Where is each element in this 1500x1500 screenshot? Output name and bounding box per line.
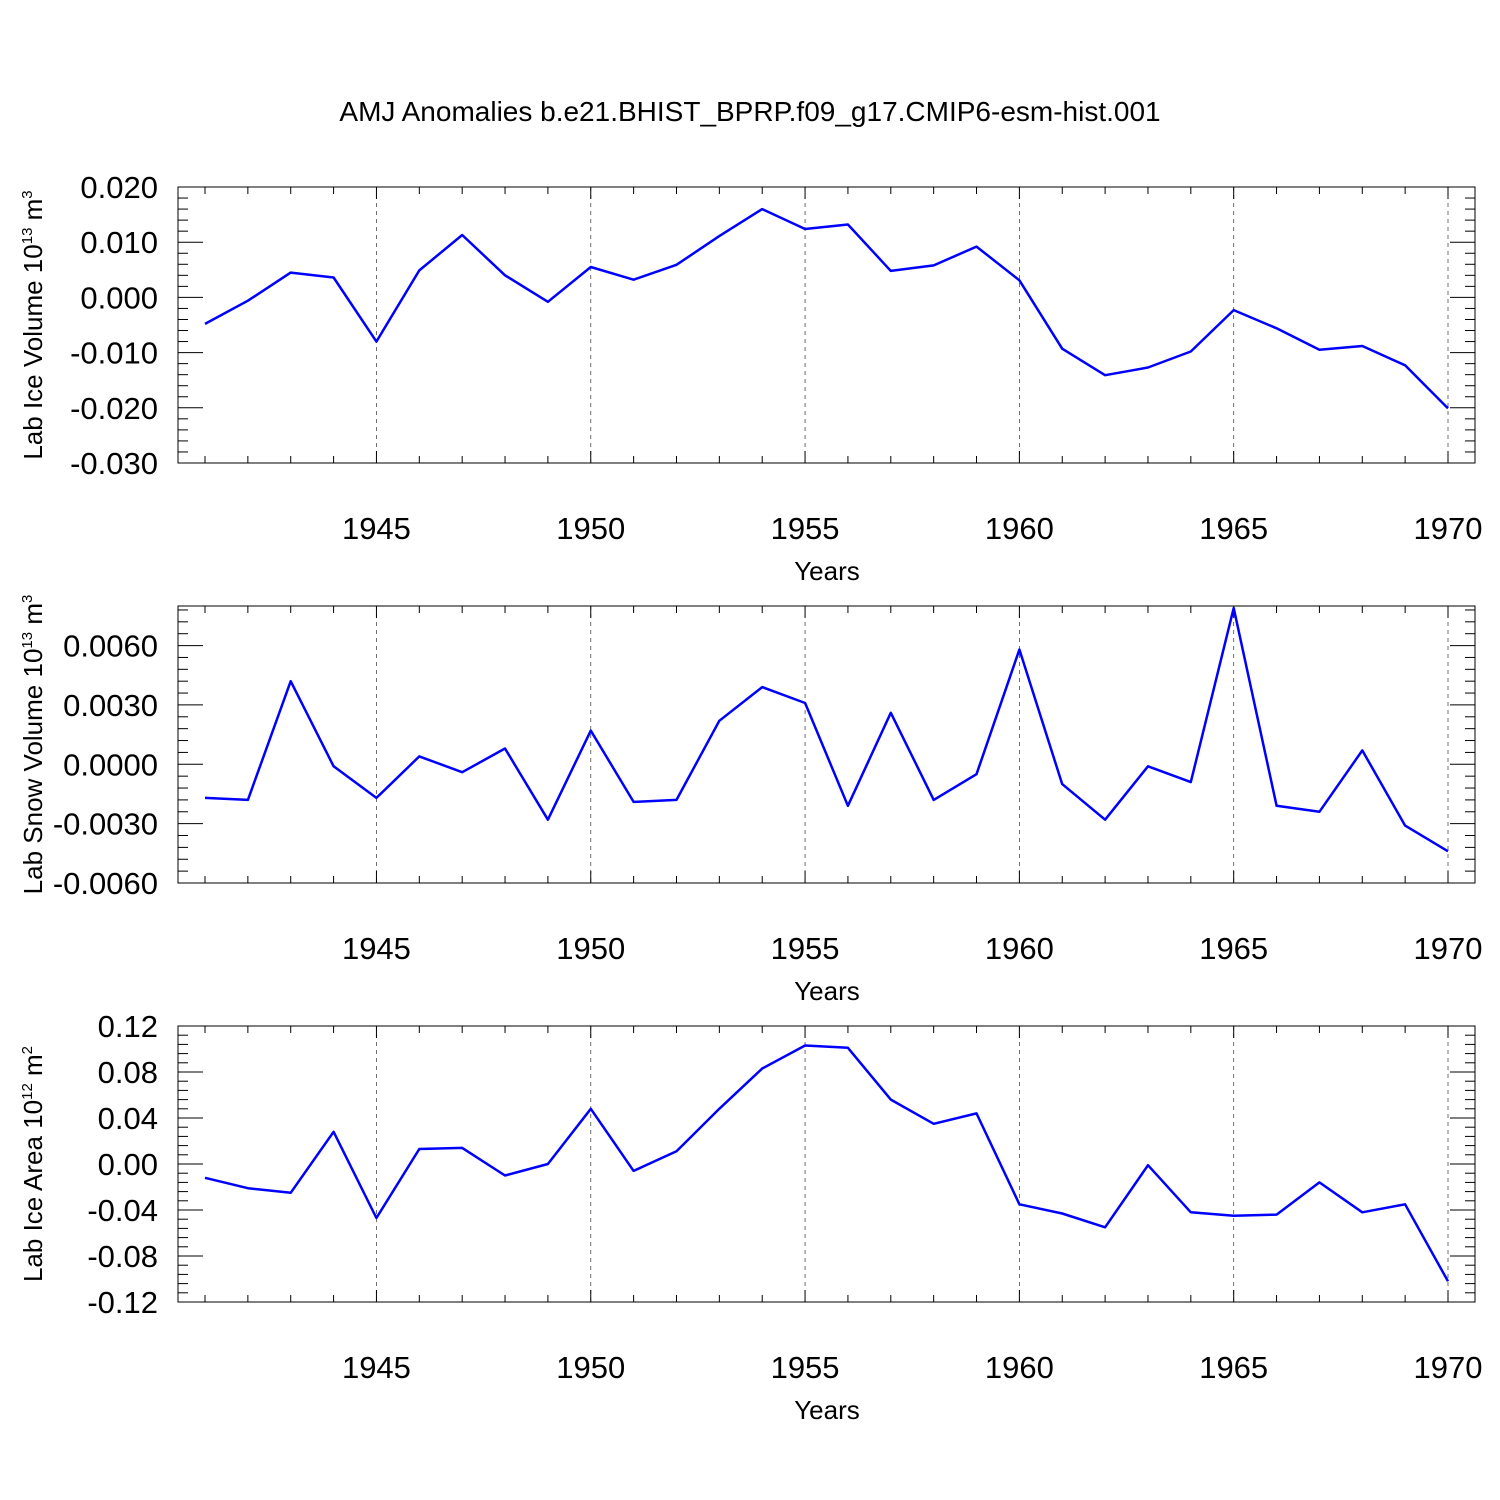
y-tick-label: 0.08	[98, 1055, 158, 1090]
x-tick-label: 1950	[556, 511, 625, 546]
y-tick-label: 0.0060	[63, 629, 158, 664]
x-tick-label: 1945	[342, 1350, 411, 1385]
x-tick-label: 1970	[1414, 511, 1483, 546]
y-tick-label: -0.08	[87, 1239, 158, 1274]
y-tick-label: -0.04	[87, 1193, 158, 1228]
y-tick-label: 0.00	[98, 1147, 158, 1182]
x-tick-label: 1955	[771, 931, 840, 966]
x-tick-label: 1970	[1414, 931, 1483, 966]
x-tick-label: 1960	[985, 1350, 1054, 1385]
x-tick-label: 1955	[771, 1350, 840, 1385]
series-line	[204, 1044, 1450, 1282]
ice-area-panel: -0.12 -0.08 -0.04 0.00 0.04 0.08 0.12 1945 1950 1…	[18, 1009, 1482, 1425]
y-tick-label: 0.04	[98, 1101, 158, 1136]
snow-volume-panel: -0.0060 -0.0030 0.0000 0.0030 0.0060 1945 1950…	[18, 595, 1482, 1006]
ice-volume-panel: -0.030 -0.020 -0.010 0.000 0.010 0.020 1945 195…	[18, 170, 1482, 586]
plot-frame	[177, 605, 1476, 884]
x-axis-label: Years	[794, 1395, 860, 1425]
y-tick-label: 0.000	[80, 280, 158, 315]
y-tick-label: 0.0000	[63, 747, 158, 782]
y-axis-label: Lab Ice Volume 1013 m3	[18, 190, 48, 459]
x-tick-label: 1965	[1199, 931, 1268, 966]
y-tick-label: 0.010	[80, 225, 158, 260]
x-axis-label: Years	[794, 556, 860, 586]
x-tick-label: 1955	[771, 511, 840, 546]
x-tick-label: 1965	[1199, 511, 1268, 546]
y-tick-label: -0.020	[70, 391, 158, 426]
x-tick-label: 1960	[985, 511, 1054, 546]
y-tick-label: 0.0030	[63, 688, 158, 723]
x-tick-label: 1965	[1199, 1350, 1268, 1385]
x-axis-label: Years	[794, 976, 860, 1006]
chart-title: AMJ Anomalies b.e21.BHIST_BPRP.f09_g17.C…	[339, 96, 1161, 127]
x-tick-label: 1945	[342, 931, 411, 966]
series-line	[204, 606, 1449, 853]
y-tick-label: -0.010	[70, 336, 158, 371]
y-tick-label: 0.12	[98, 1009, 158, 1044]
series-line	[204, 207, 1449, 410]
plot-frame	[177, 1025, 1476, 1303]
plot-frame	[177, 186, 1476, 464]
y-tick-label: -0.12	[87, 1285, 158, 1320]
x-tick-label: 1945	[342, 511, 411, 546]
y-axis-label: Lab Snow Volume 1013 m3	[18, 595, 48, 895]
x-tick-label: 1950	[556, 931, 625, 966]
y-tick-label: 0.020	[80, 170, 158, 205]
y-tick-label: -0.0060	[53, 866, 158, 901]
x-tick-label: 1970	[1414, 1350, 1483, 1385]
y-tick-label: -0.030	[70, 446, 158, 481]
x-tick-label: 1960	[985, 931, 1054, 966]
y-axis-label: Lab Ice Area 1012 m2	[18, 1046, 48, 1282]
x-tick-label: 1950	[556, 1350, 625, 1385]
y-tick-label: -0.0030	[53, 807, 158, 842]
